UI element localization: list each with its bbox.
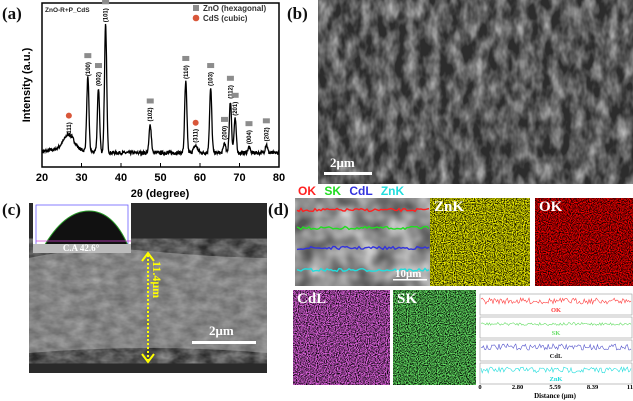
peak-label: (102)	[148, 107, 154, 121]
profile-line-cdl	[480, 343, 632, 351]
zno-marker-icon	[146, 98, 154, 104]
eds-map-znk: ZnK	[430, 198, 530, 286]
zno-marker-icon	[84, 53, 92, 59]
eds-map-ok: OK	[535, 198, 633, 286]
sem-top-view-image: 2μm	[318, 0, 633, 184]
profile-box	[479, 293, 633, 316]
profile-x-tick: 5.59	[549, 384, 561, 391]
peak-label: (002)	[96, 72, 102, 86]
cds-marker-icon	[192, 119, 199, 126]
thickness-label: 11.4μm	[150, 261, 164, 298]
xrd-chart: 20 30 40 50 60 70 80 (111) (100) (002) (101) (102)…	[21, 0, 285, 200]
profile-box	[479, 339, 633, 362]
line-scan-legend: OK SK CdL ZnK	[298, 184, 404, 198]
y-axis-label: Intensity (a.u.)	[21, 47, 33, 122]
sem-line-scan-image: 10μm	[295, 198, 431, 286]
profile-x-tick: 2.80	[512, 384, 523, 391]
profile-label: SK	[552, 330, 561, 337]
x-tick-label: 80	[273, 172, 285, 184]
profile-label: ZnK	[549, 376, 562, 383]
peak-label: (101)	[104, 8, 110, 22]
legend-circle-icon	[192, 14, 200, 22]
thickness-arrow	[141, 251, 155, 364]
panel-label-c: (c)	[2, 200, 21, 219]
x-tick-label: 40	[115, 172, 127, 184]
x-tick-label: 60	[194, 172, 206, 184]
peak-label: (004)	[247, 130, 253, 144]
peak-label: (100)	[86, 62, 92, 76]
scale-bar-label: 2μm	[209, 323, 234, 338]
line-profile-chart: OK SK CdL ZnK 0 2.80 5.59 8.39 11 Distance (μm)	[478, 293, 633, 400]
scale-bar	[324, 172, 372, 175]
peak-label: (111)	[67, 122, 73, 135]
peak-label: (201)	[233, 102, 239, 116]
x-tick-label: 30	[75, 172, 87, 184]
cds-marker-icon	[65, 112, 72, 119]
profile-x-tick: 11	[627, 384, 633, 391]
profile-label: OK	[551, 307, 561, 314]
zno-marker-icon	[245, 121, 253, 127]
zno-marker-icon	[231, 92, 239, 98]
eds-map-sk: SK	[393, 290, 476, 385]
eds-map-label: OK	[539, 199, 563, 215]
panel-label-a: (a)	[2, 4, 22, 23]
legend-cdl: CdL	[349, 184, 373, 198]
zno-marker-icon	[94, 63, 102, 69]
legend-zno: ZnO (hexagonal)	[203, 4, 266, 13]
panel-label-d: (d)	[268, 200, 289, 219]
legend-cds: CdS (cubic)	[203, 14, 248, 23]
plot-frame	[41, 2, 280, 168]
scale-bar-label: 2μm	[330, 155, 355, 170]
panel-label-b: (b)	[287, 4, 308, 23]
scale-bar	[192, 341, 256, 344]
x-tick-label: 20	[36, 172, 48, 184]
sem-cross-section-image: C.A 42.6° 11.4μm 2μm	[29, 203, 267, 373]
profile-box	[479, 316, 633, 339]
peak-label: (112)	[228, 85, 234, 99]
legend-znk: ZnK	[380, 184, 405, 198]
eds-map-label: ZnK	[434, 199, 465, 215]
profile-label: CdL	[550, 353, 563, 360]
contact-angle-label: C.A 42.6°	[63, 243, 100, 253]
zno-marker-icon	[207, 63, 215, 69]
eds-map-cdl: CdL	[293, 290, 390, 385]
peak-label: (202)	[264, 127, 270, 141]
sample-label: ZnO-R+P_CdS	[45, 7, 90, 14]
eds-map-label: CdL	[297, 291, 327, 307]
profile-x-tick: 0	[478, 384, 481, 391]
peak-label: (110)	[184, 65, 190, 79]
eds-map-label: SK	[397, 291, 418, 307]
profile-x-tick: 8.39	[587, 384, 599, 391]
scan-line-ok	[296, 207, 430, 213]
zno-marker-icon	[262, 118, 270, 124]
profile-x-label: Distance (μm)	[534, 392, 577, 400]
legend-sk: SK	[324, 184, 342, 198]
profile-line-sk	[480, 321, 632, 327]
scale-bar-label: 10μm	[395, 268, 421, 280]
zno-marker-icon	[102, 0, 110, 5]
x-axis-label: 2θ (degree)	[131, 188, 190, 200]
zno-marker-icon	[182, 55, 190, 61]
zno-marker-icon	[226, 75, 234, 81]
x-tick-label: 50	[154, 172, 166, 184]
peak-label: (311)	[194, 129, 200, 143]
profile-line-znk	[480, 366, 632, 375]
scale-bar	[393, 279, 427, 281]
profile-line-ok	[480, 297, 632, 305]
scan-line-znk	[296, 267, 430, 273]
xrd-series-line	[42, 23, 279, 157]
scan-line-cdl	[296, 245, 430, 251]
x-tick-label: 70	[233, 172, 245, 184]
contact-angle-inset: C.A 42.6°	[33, 203, 131, 253]
legend-square-icon	[193, 5, 199, 11]
scan-line-sk	[296, 225, 430, 231]
legend-ok: OK	[298, 184, 316, 198]
peak-label: (200)	[222, 126, 228, 140]
peak-label: (103)	[209, 72, 215, 86]
zno-marker-icon	[220, 116, 228, 122]
